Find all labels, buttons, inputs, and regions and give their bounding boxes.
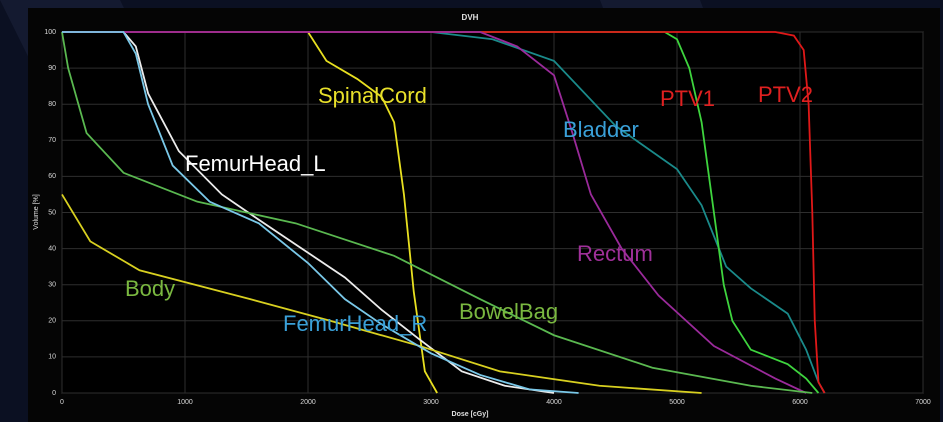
series-label: FemurHead_R: [283, 311, 427, 336]
x-tick-label: 7000: [915, 399, 931, 406]
y-tick-label: 10: [48, 354, 56, 361]
x-tick-label: 2000: [300, 399, 316, 406]
series-label: FemurHead_L: [185, 151, 326, 176]
series-line: [61, 193, 702, 394]
x-tick-label: 1000: [177, 399, 193, 406]
x-tick-label: 5000: [669, 399, 685, 406]
x-tick-label: 6000: [792, 399, 808, 406]
y-tick-label: 40: [48, 245, 56, 252]
series-label: PTV2: [758, 82, 813, 107]
series-line: [62, 31, 826, 394]
y-tick-label: 60: [48, 173, 56, 180]
series-label: Bladder: [563, 117, 639, 142]
y-tick-label: 70: [48, 137, 56, 144]
series-line: [62, 31, 826, 394]
x-tick-label: 0: [60, 399, 64, 406]
y-axis-label: Volume [%]: [33, 194, 40, 229]
series-line: [62, 31, 579, 394]
series-label: BowelBag: [459, 299, 558, 324]
x-axis-label: Dose [cGy]: [452, 411, 489, 418]
y-tick-label: 90: [48, 65, 56, 72]
series-line: [62, 31, 807, 394]
x-tick-label: 3000: [423, 399, 439, 406]
x-tick-label: 4000: [546, 399, 562, 406]
y-tick-label: 20: [48, 318, 56, 325]
chart-title: DVH: [462, 13, 479, 22]
y-tick-label: 30: [48, 282, 56, 289]
series-line: [61, 31, 813, 394]
series-line: [62, 31, 820, 394]
series-label: PTV1: [660, 86, 715, 111]
series-line: [62, 31, 438, 394]
series-label: SpinalCord: [318, 83, 427, 108]
series-line: [62, 31, 555, 394]
y-tick-label: 100: [44, 29, 56, 36]
y-tick-label: 0: [52, 390, 56, 397]
series-label: Body: [125, 276, 175, 301]
series-label: Rectum: [577, 241, 653, 266]
y-tick-label: 50: [48, 209, 56, 216]
y-tick-label: 80: [48, 101, 56, 108]
